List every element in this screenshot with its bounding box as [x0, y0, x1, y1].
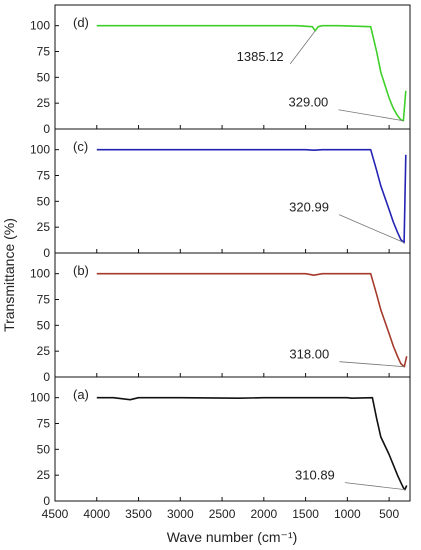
y-tick-label: 75 — [37, 45, 51, 59]
panel-frame — [54, 252, 411, 378]
series-line-b — [96, 272, 408, 368]
y-tick-label: 75 — [37, 417, 51, 431]
y-tick-label: 50 — [37, 442, 51, 456]
x-tick-label: 4000 — [83, 507, 110, 521]
annotation-label: 318.00 — [289, 347, 329, 362]
panel-d: 0 25 50 75 100 (d) 1385.12 329.00 — [30, 4, 411, 136]
y-tick-label: 25 — [37, 468, 51, 482]
x-tick-label: 3000 — [167, 507, 194, 521]
annotation-leader — [289, 30, 316, 65]
y-tick-label: 0 — [43, 494, 50, 508]
annotation-leader — [344, 482, 405, 491]
x-tick-label: 1000 — [334, 507, 361, 521]
x-axis-title: Wave number (cm⁻¹) — [167, 529, 298, 545]
panel-frame — [54, 4, 411, 130]
annotation-label: 329.00 — [289, 95, 329, 110]
series-line-c — [96, 148, 407, 244]
annotation-leader — [339, 361, 405, 368]
y-tick-label: 25 — [37, 96, 51, 110]
y-tick-label: 50 — [37, 70, 51, 84]
annotation-leader — [338, 214, 405, 244]
x-tick-label: 1500 — [292, 507, 319, 521]
y-tick-label: 25 — [37, 344, 51, 358]
y-tick-label: 100 — [30, 391, 50, 405]
panel-label: (b) — [73, 263, 89, 278]
y-tick-label: 100 — [30, 19, 50, 33]
panel-label: (d) — [73, 15, 89, 30]
panel-label: (a) — [73, 387, 89, 402]
y-tick-label: 50 — [37, 318, 51, 332]
panel-label: (c) — [73, 139, 88, 154]
x-tick-label: 500 — [379, 507, 399, 521]
y-tick-label: 0 — [43, 246, 50, 260]
series-line-a — [96, 396, 408, 491]
panel-b: 0 25 50 75 100 (b) 318.00 — [30, 252, 411, 384]
y-tick-label: 100 — [30, 267, 50, 281]
panel-a: 0 25 50 75 100 (a) 310.89 — [30, 376, 411, 508]
x-tick-label: 3500 — [125, 507, 152, 521]
x-tick-label: 2500 — [209, 507, 236, 521]
y-tick-label: 75 — [37, 169, 51, 183]
annotation-label: 310.89 — [295, 468, 335, 483]
x-axis: 4500 4000 3500 3000 2500 2000 1500 1000 500 — [42, 507, 400, 521]
y-tick-label: 75 — [37, 293, 51, 307]
x-tick-label: 4500 — [42, 507, 69, 521]
panel-frame — [54, 128, 411, 254]
y-tick-label: 0 — [43, 370, 50, 384]
annotation-label: 320.99 — [289, 200, 329, 215]
panel-c: 0 25 50 75 100 (c) 320.99 — [30, 128, 411, 260]
panel-frame — [54, 376, 411, 502]
y-tick-label: 0 — [43, 122, 50, 136]
y-axis-title: Transmittance (%) — [1, 218, 17, 332]
y-tick-label: 100 — [30, 143, 50, 157]
annotation-label: 1385.12 — [237, 49, 284, 64]
panels-layer: 0 25 50 75 100 (d) 1385.12 329.00 0 25 50 75 100 (c) 3… — [30, 4, 411, 508]
annotation-leader — [338, 109, 404, 122]
series-line-d — [96, 24, 407, 122]
y-tick-label: 50 — [37, 194, 51, 208]
x-tick-label: 2000 — [250, 507, 277, 521]
y-tick-label: 25 — [37, 220, 51, 234]
